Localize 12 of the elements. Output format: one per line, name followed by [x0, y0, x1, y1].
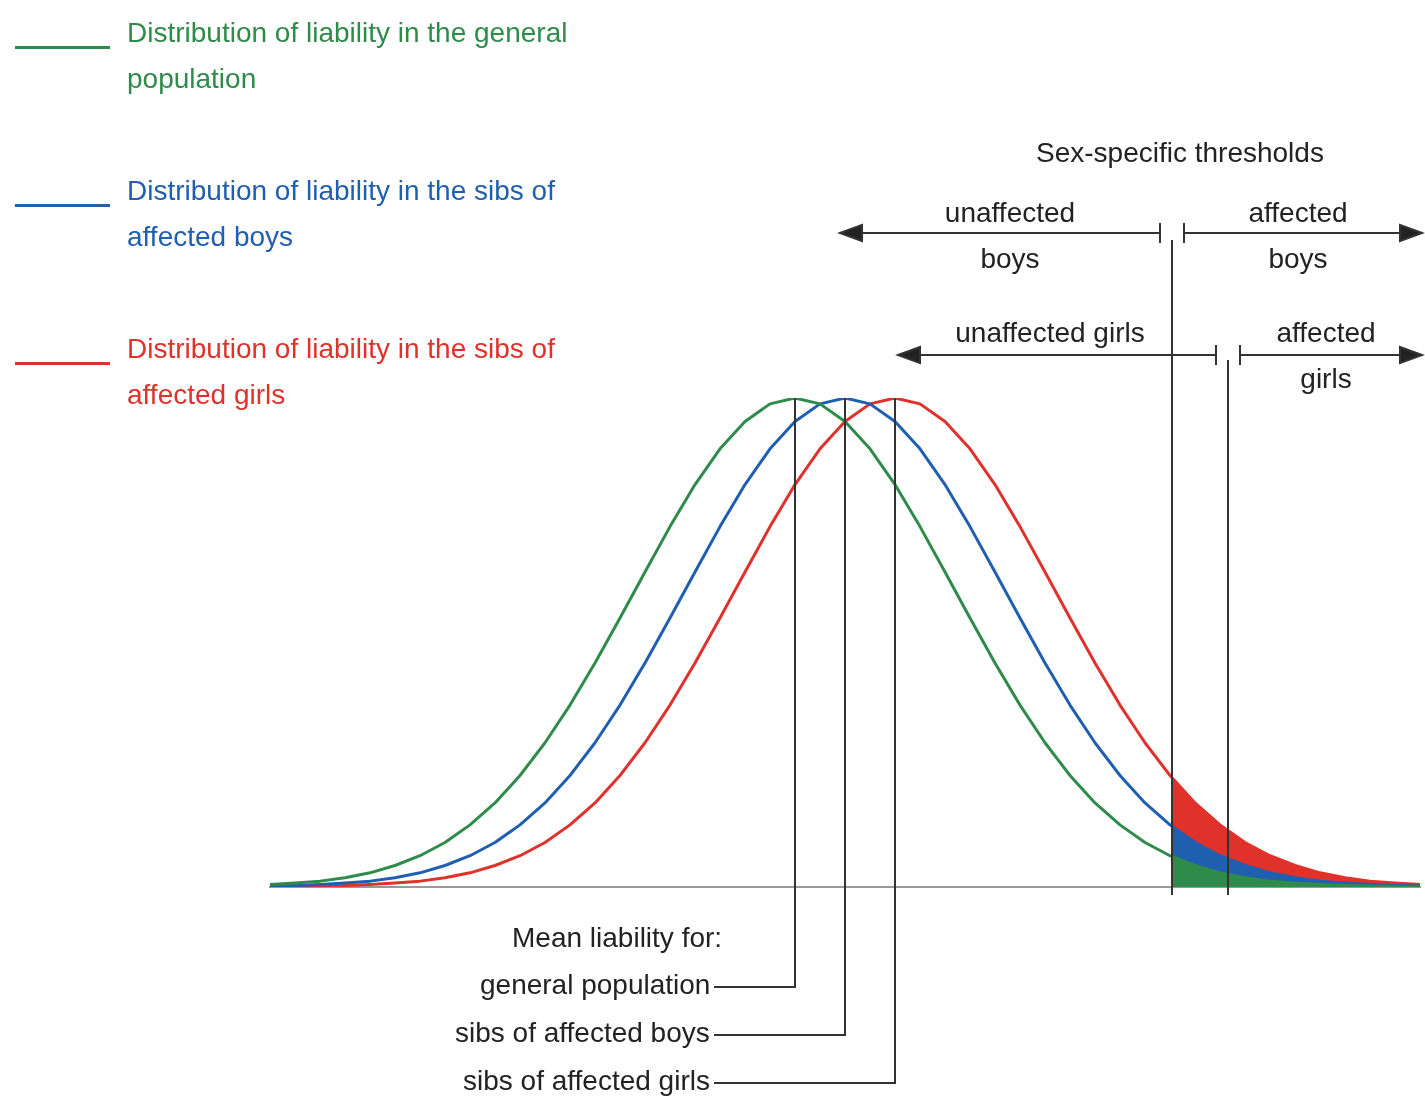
text: sibs of affected boys	[455, 1016, 710, 1050]
text: Mean liability for:	[512, 921, 723, 955]
legend-label: Distribution of liability in the sibs of affected boys	[127, 174, 556, 254]
text: sibs of affected girls	[463, 1064, 710, 1098]
legend-label: Distribution of liability in the sibs of affected girls	[127, 332, 556, 412]
text: general population	[480, 968, 711, 1002]
text: affected boys	[1247, 196, 1349, 276]
legend-label: Distribution of liability in the general population	[127, 16, 569, 96]
text: affected girls	[1275, 316, 1377, 396]
text: unaffected girls	[955, 316, 1145, 350]
text: unaffected boys	[943, 196, 1077, 276]
text: Sex-specific thresholds	[1036, 136, 1324, 170]
